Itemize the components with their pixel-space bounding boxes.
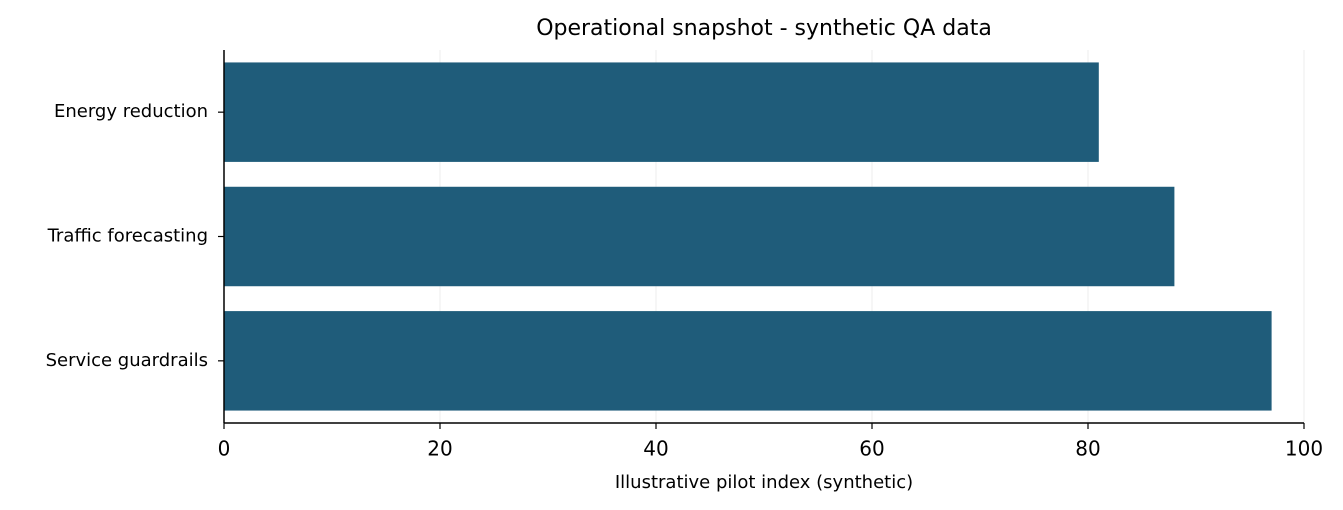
x-tick-label: 20 <box>427 437 452 461</box>
chart-title: Operational snapshot - synthetic QA data <box>536 16 992 41</box>
bar <box>224 186 1175 287</box>
y-tick-label: Energy reduction <box>54 101 208 122</box>
y-tick-label: Traffic forecasting <box>47 226 208 247</box>
x-tick-label: 0 <box>218 437 231 461</box>
x-axis-label: Illustrative pilot index (synthetic) <box>615 472 913 493</box>
x-tick-label: 100 <box>1285 437 1323 461</box>
y-tick-label: Service guardrails <box>46 350 208 371</box>
x-tick-label: 80 <box>1075 437 1100 461</box>
bar <box>224 311 1272 411</box>
x-tick-label: 60 <box>859 437 884 461</box>
x-tick-label: 40 <box>643 437 668 461</box>
bar <box>224 62 1099 162</box>
